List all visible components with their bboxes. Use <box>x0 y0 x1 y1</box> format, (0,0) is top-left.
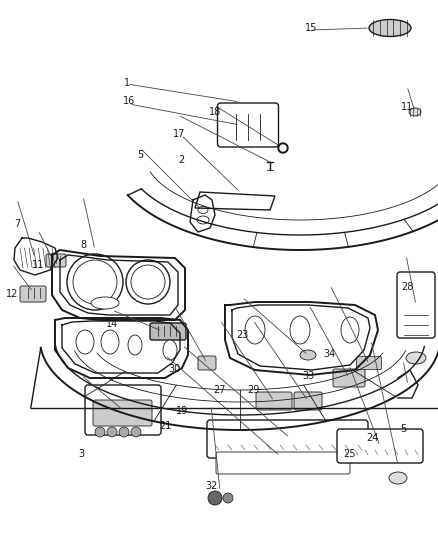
Text: 28: 28 <box>401 282 413 292</box>
FancyBboxPatch shape <box>216 452 350 474</box>
FancyBboxPatch shape <box>150 323 186 340</box>
Ellipse shape <box>91 297 119 309</box>
Text: 7: 7 <box>14 219 21 229</box>
Text: 11: 11 <box>32 261 45 270</box>
Text: 12: 12 <box>6 289 18 299</box>
FancyBboxPatch shape <box>93 400 152 426</box>
Text: 24: 24 <box>366 433 378 443</box>
Ellipse shape <box>163 340 177 360</box>
Circle shape <box>119 427 129 437</box>
Text: 30: 30 <box>168 364 180 374</box>
FancyBboxPatch shape <box>20 286 46 302</box>
FancyBboxPatch shape <box>218 103 279 147</box>
Text: 1: 1 <box>124 78 130 87</box>
Text: 21: 21 <box>159 422 171 431</box>
Text: 27: 27 <box>214 385 226 395</box>
FancyBboxPatch shape <box>85 385 161 435</box>
FancyBboxPatch shape <box>337 429 423 463</box>
FancyBboxPatch shape <box>207 420 368 458</box>
Ellipse shape <box>341 317 359 343</box>
Text: 3: 3 <box>78 449 84 459</box>
FancyBboxPatch shape <box>256 392 292 410</box>
Ellipse shape <box>300 350 316 360</box>
Text: 19: 19 <box>176 407 188 416</box>
FancyBboxPatch shape <box>333 369 365 387</box>
Text: 5: 5 <box>137 150 143 159</box>
Ellipse shape <box>198 206 208 214</box>
Text: 2: 2 <box>179 155 185 165</box>
FancyBboxPatch shape <box>397 272 435 338</box>
Text: 16: 16 <box>123 96 135 106</box>
Ellipse shape <box>406 352 426 364</box>
Text: 17: 17 <box>173 130 185 139</box>
FancyBboxPatch shape <box>357 357 381 369</box>
Circle shape <box>280 145 286 151</box>
Text: 5: 5 <box>400 424 406 434</box>
Circle shape <box>95 427 105 437</box>
Ellipse shape <box>101 330 119 354</box>
Ellipse shape <box>290 316 310 344</box>
FancyBboxPatch shape <box>198 356 216 370</box>
Circle shape <box>223 493 233 503</box>
Text: 23: 23 <box>236 330 248 340</box>
Text: 25: 25 <box>343 449 355 459</box>
Ellipse shape <box>245 316 265 344</box>
Text: 18: 18 <box>208 107 221 117</box>
Text: 11: 11 <box>401 102 413 111</box>
Text: 14: 14 <box>106 319 118 329</box>
Circle shape <box>278 143 288 153</box>
Ellipse shape <box>197 216 209 224</box>
Circle shape <box>107 427 117 437</box>
Ellipse shape <box>369 20 411 36</box>
Text: 33: 33 <box>303 371 315 381</box>
Ellipse shape <box>128 335 142 355</box>
Circle shape <box>131 427 141 437</box>
Text: 15: 15 <box>305 23 317 33</box>
Text: 34: 34 <box>324 350 336 359</box>
Circle shape <box>208 491 222 505</box>
Ellipse shape <box>409 108 421 116</box>
FancyBboxPatch shape <box>294 392 322 410</box>
Text: 8: 8 <box>80 240 86 250</box>
Text: 32: 32 <box>205 481 218 491</box>
Ellipse shape <box>389 472 407 484</box>
Ellipse shape <box>76 330 94 354</box>
Text: 29: 29 <box>247 385 259 395</box>
FancyBboxPatch shape <box>46 254 66 267</box>
